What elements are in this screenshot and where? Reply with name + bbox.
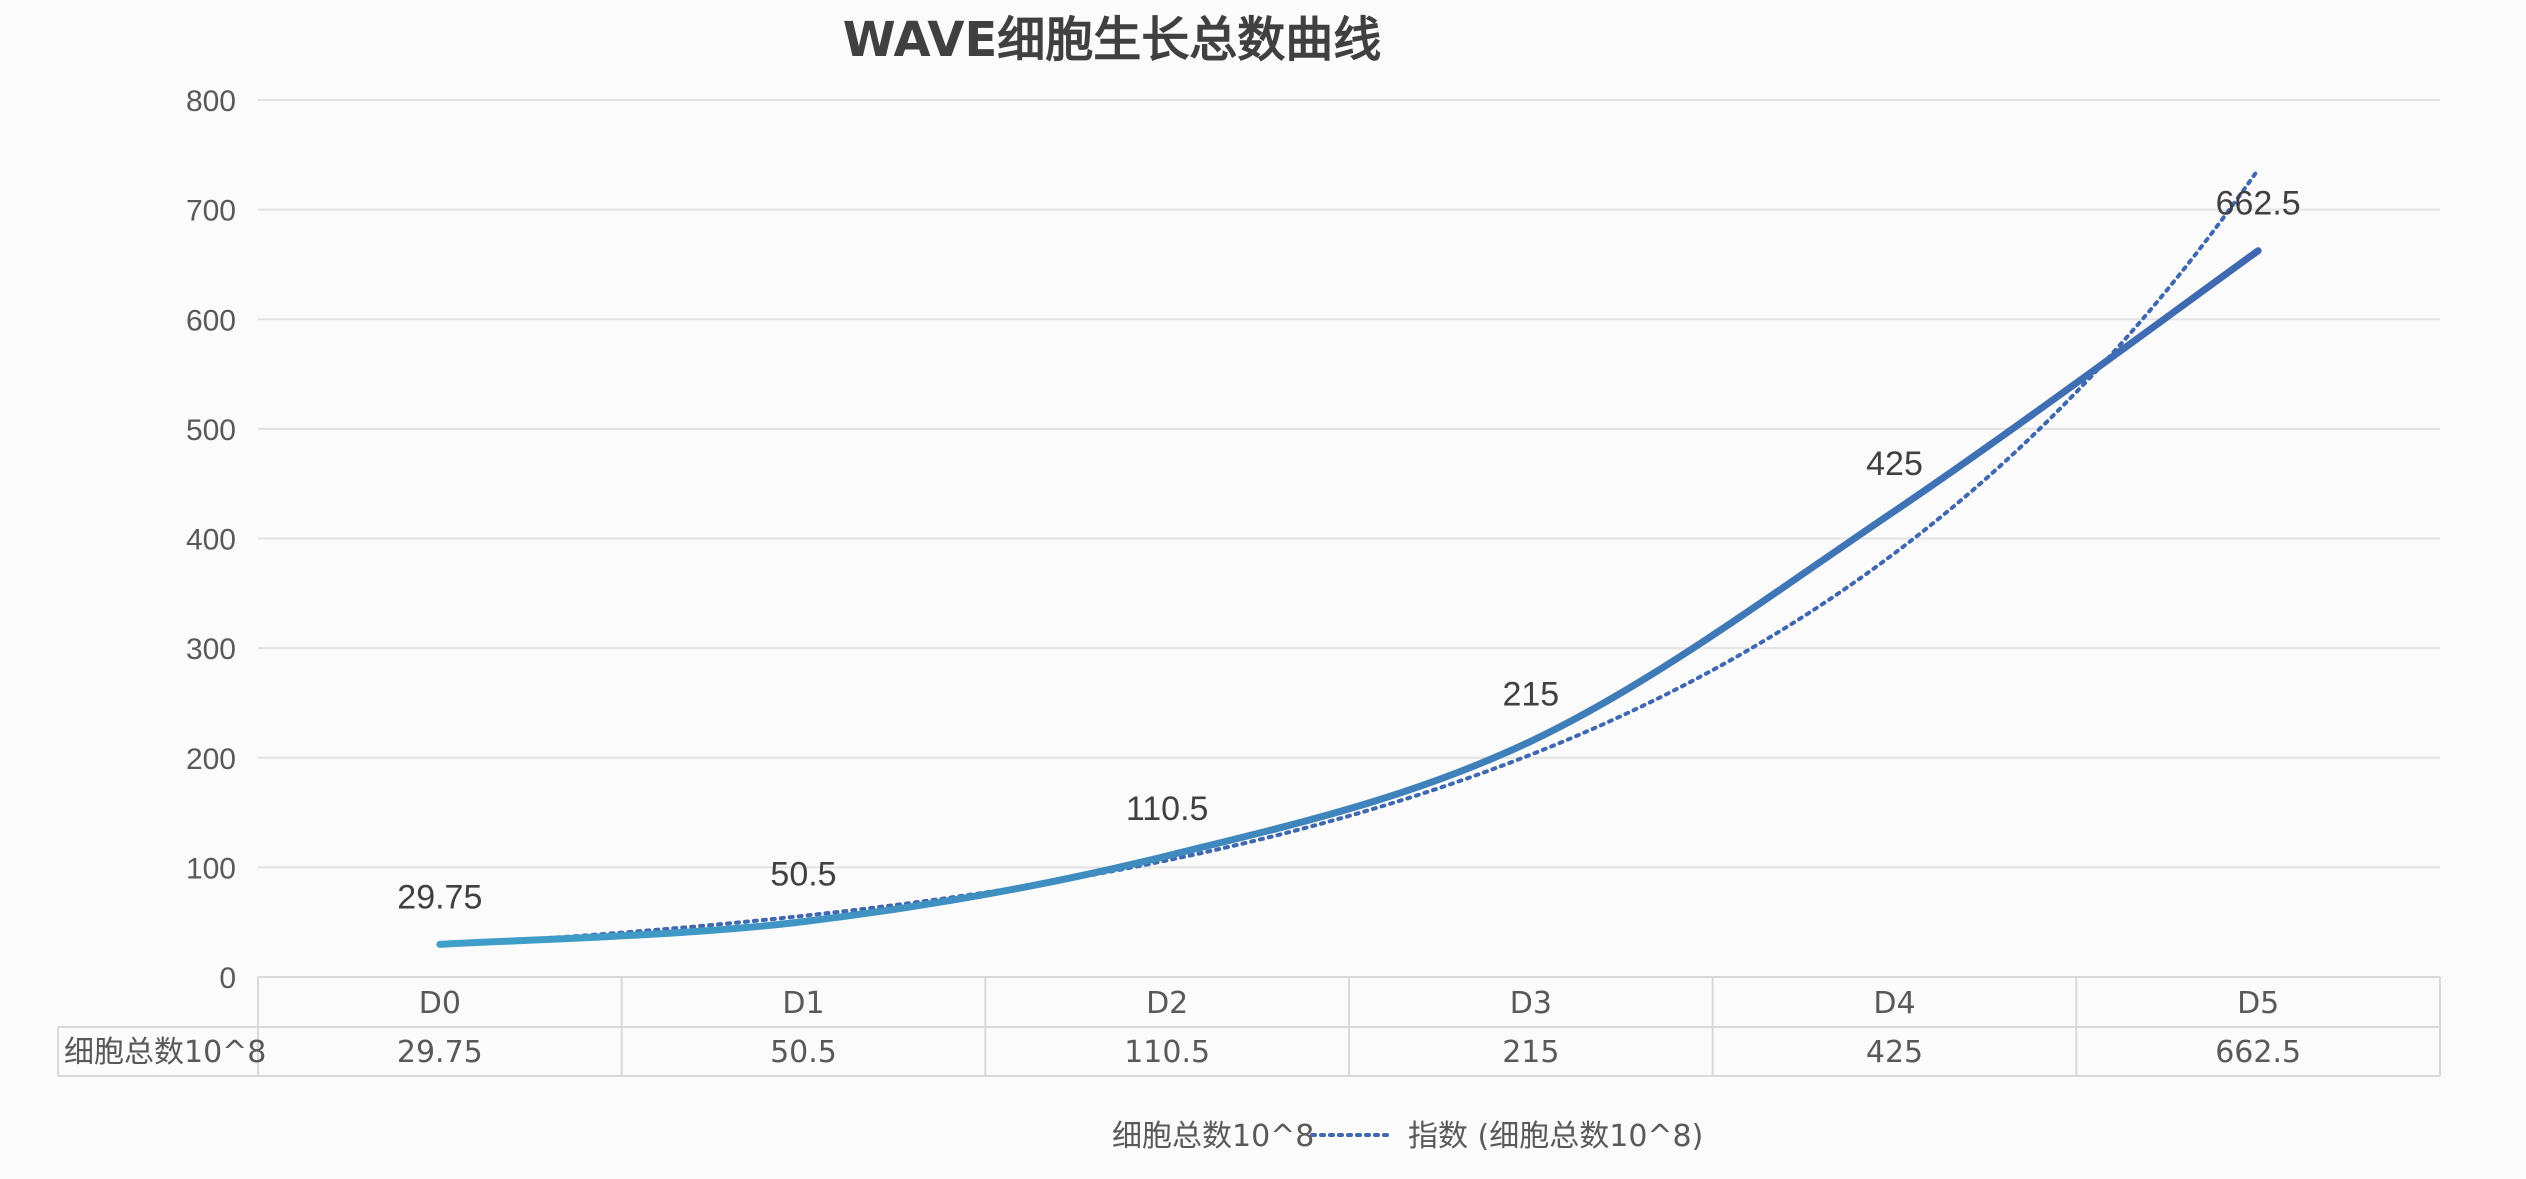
y-tick-label: 200 xyxy=(186,743,236,776)
y-tick-label: 400 xyxy=(186,524,236,557)
table-cell-value: 50.5 xyxy=(770,1035,837,1070)
table-cell-value: 110.5 xyxy=(1124,1035,1210,1070)
data-label: 29.75 xyxy=(397,878,482,916)
data-label: 215 xyxy=(1502,675,1559,713)
trendline xyxy=(437,167,2261,947)
x-category-label: D4 xyxy=(1873,986,1915,1021)
y-tick-label: 600 xyxy=(186,304,236,337)
table-cell-value: 215 xyxy=(1502,1035,1559,1070)
series-path xyxy=(436,247,2262,948)
data-label: 425 xyxy=(1866,445,1923,483)
x-category-label: D0 xyxy=(419,986,461,1021)
exponential-trendline xyxy=(437,167,2261,947)
gridlines xyxy=(258,99,2440,869)
table-cell-value: 662.5 xyxy=(2215,1035,2301,1070)
x-category-label: D1 xyxy=(782,986,824,1021)
y-axis-tick-labels: 0 100 200 300 400 500 600 700 800 xyxy=(186,85,236,995)
data-labels: 29.75 50.5 110.5 215 425 662.5 xyxy=(397,185,2300,917)
data-label: 110.5 xyxy=(1126,790,1209,828)
y-tick-label: 500 xyxy=(186,414,236,447)
table-cell-value: 425 xyxy=(1866,1035,1923,1070)
data-label: 50.5 xyxy=(770,856,836,894)
x-category-label: D2 xyxy=(1146,986,1188,1021)
y-tick-label: 800 xyxy=(186,85,236,118)
chart-title: WAVE细胞生长总数曲线 xyxy=(843,12,1382,68)
legend-trendline-label: 指数 (细胞总数10^8) xyxy=(1408,1119,1703,1154)
data-label: 662.5 xyxy=(2216,185,2301,223)
table-row-header: 细胞总数10^8 xyxy=(64,1035,266,1070)
legend: 细胞总数10^8 指数 (细胞总数10^8) xyxy=(1030,1119,1703,1154)
legend-series-label: 细胞总数10^8 xyxy=(1112,1119,1314,1154)
x-category-label: D3 xyxy=(1510,986,1552,1021)
y-tick-label: 100 xyxy=(186,852,236,885)
y-tick-label: 300 xyxy=(186,633,236,666)
y-tick-label: 0 xyxy=(219,962,236,995)
table-cell-value: 29.75 xyxy=(397,1035,483,1070)
y-tick-label: 700 xyxy=(186,195,236,228)
x-category-label: D5 xyxy=(2237,986,2279,1021)
data-table: D0 D1 D2 D3 D4 D5 细胞总数10^8 29.75 50.5 110.5 215 425… xyxy=(57,976,2441,1077)
series-line xyxy=(436,247,2262,948)
